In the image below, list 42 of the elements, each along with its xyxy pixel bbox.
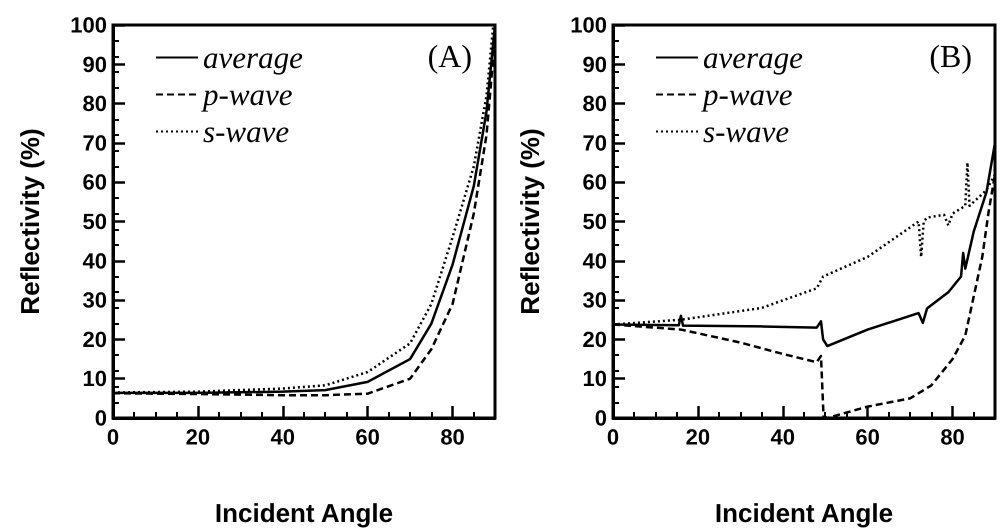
y-tick-label: 70	[82, 130, 107, 156]
y-tick-label: 0	[594, 406, 607, 430]
y-tick-label: 70	[582, 130, 607, 156]
annotation: (A)	[428, 38, 472, 74]
legend-label: p-wave	[701, 77, 793, 112]
y-tick-label: 60	[82, 170, 107, 195]
y-axis-title: Reflectivity (%)	[515, 128, 545, 315]
x-axis-title: Incident Angle	[214, 498, 394, 528]
x-tick-label: 80	[440, 424, 465, 450]
y-tick-label: 90	[582, 52, 607, 77]
y-tick-label: 100	[70, 12, 107, 38]
y-tick-label: 20	[582, 326, 607, 352]
y-axis-title: Reflectivity (%)	[15, 128, 45, 315]
y-tick-label: 80	[82, 91, 107, 116]
y-tick-label: 0	[94, 406, 107, 430]
y-tick-label: 10	[82, 366, 107, 392]
y-tick-label: 50	[582, 209, 607, 234]
x-axis-title: Incident Angle	[714, 498, 894, 528]
x-tick-label: 60	[355, 424, 380, 450]
x-tick-label: 20	[186, 424, 210, 450]
annotation: (B)	[929, 38, 972, 74]
y-tick-label: 10	[582, 366, 607, 392]
x-tick-label: 60	[855, 424, 880, 450]
y-tick-label: 60	[582, 170, 607, 195]
y-tick-label: 30	[82, 288, 107, 313]
y-tick-label: 20	[82, 326, 107, 352]
legend-label: average	[703, 40, 804, 75]
x-tick-label: 80	[940, 424, 965, 450]
legend-label: p-wave	[201, 77, 293, 112]
y-tick-label: 50	[82, 209, 107, 234]
legend-label: s-wave	[703, 114, 790, 149]
legend-label: s-wave	[203, 114, 290, 149]
y-tick-label: 40	[82, 248, 107, 274]
legend-label: average	[203, 40, 304, 75]
y-tick-label: 30	[582, 288, 607, 313]
y-tick-label: 90	[82, 52, 107, 77]
x-tick-label: 40	[770, 424, 796, 450]
y-tick-label: 80	[582, 91, 607, 116]
y-tick-label: 100	[570, 12, 607, 38]
x-tick-label: 20	[686, 424, 710, 450]
x-tick-label: 40	[270, 424, 296, 450]
y-tick-label: 40	[582, 248, 607, 274]
